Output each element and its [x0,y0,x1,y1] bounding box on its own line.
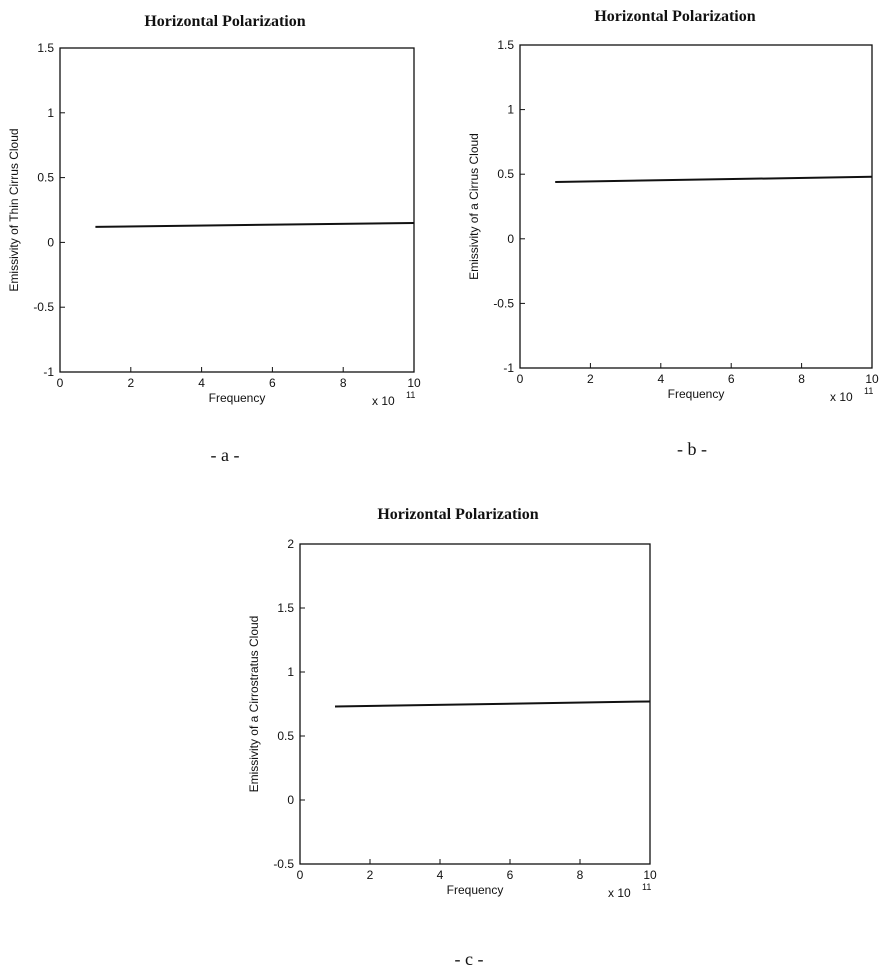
y-tick-label: 0 [47,235,54,249]
chart-title: Horizontal Polarization [144,13,305,30]
x-axis-label: Frequency [668,387,725,401]
x-tick-label: 4 [657,372,664,386]
y-tick-label: 0.5 [497,167,514,181]
panel-caption: - b - [677,439,707,459]
chart-panel-a: Horizontal Polarization 0 2 4 6 8 10 -1 -0.5 0 0.5… [7,13,421,465]
series-line-0 [95,221,415,228]
y-tick-label: 0.5 [37,171,54,185]
y-tick-label: -0.5 [273,857,294,871]
y-tick-label: 0.5 [277,729,294,743]
y-tick-label: -0.5 [33,300,54,314]
x-tick-label: 6 [728,372,735,386]
x-multiplier-exponent: 11 [642,882,651,892]
x-tick-label: 2 [127,376,134,390]
x-multiplier: x 10 [830,390,853,404]
y-tick-label: 1.5 [37,41,54,55]
x-tick-label: 0 [297,868,304,882]
y-tick-label: 0 [287,793,294,807]
x-multiplier: x 10 [372,394,395,408]
y-tick-label: 2 [287,537,294,551]
y-tick-label: 1.5 [497,38,514,52]
y-axis-label: Emissivity of a Cirrostratus Cloud [247,616,261,793]
x-multiplier-exponent: 11 [406,390,415,400]
plot-frame [59,47,415,373]
x-tick-label: 6 [507,868,514,882]
y-tick-label: 1 [47,106,54,120]
y-axis-label: Emissivity of Thin Cirrus Cloud [7,128,21,291]
x-tick-label: 0 [517,372,524,386]
plot-frame [519,44,873,369]
x-tick-label: 4 [198,376,205,390]
x-tick-label: 6 [269,376,276,390]
x-tick-label: 2 [367,868,374,882]
x-tick-label: 8 [577,868,584,882]
x-axis-label: Frequency [209,391,266,405]
x-tick-label: 10 [865,372,879,386]
series-line-0 [555,175,873,183]
y-tick-label: 0 [507,232,514,246]
x-tick-label: 0 [57,376,64,390]
y-tick-label: -1 [503,361,514,375]
panel-caption: - c - [455,949,484,969]
chart-panel-b: Horizontal Polarization 0 2 4 6 8 10 -1 -0.5 0 0.5… [467,8,879,459]
y-tick-label: 1 [507,103,514,117]
y-tick-label: -1 [43,365,54,379]
x-tick-label: 4 [437,868,444,882]
y-axis-label: Emissivity of a Cirrus Cloud [467,133,481,280]
y-tick-label: -0.5 [493,296,514,310]
x-multiplier-exponent: 11 [864,386,873,396]
x-tick-label: 10 [407,376,421,390]
chart-title: Horizontal Polarization [594,8,755,25]
x-axis-label: Frequency [447,883,504,897]
chart-title: Horizontal Polarization [377,506,538,523]
panel-caption: - a - [211,445,240,465]
x-tick-label: 10 [643,868,657,882]
y-tick-label: 1.5 [277,601,294,615]
x-tick-label: 8 [798,372,805,386]
x-tick-label: 2 [587,372,594,386]
plot-frame [299,543,651,865]
x-multiplier: x 10 [608,886,631,900]
x-tick-label: 8 [340,376,347,390]
y-tick-label: 1 [287,665,294,679]
series-line-0 [334,700,651,708]
